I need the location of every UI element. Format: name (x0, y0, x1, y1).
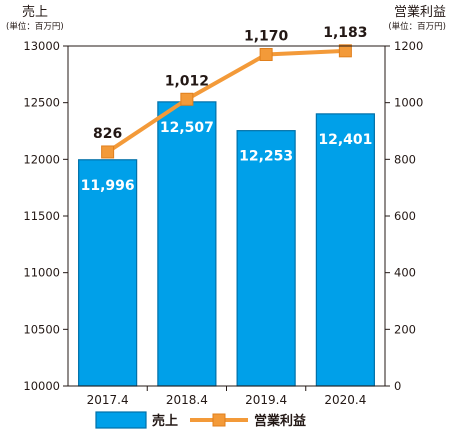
left-tick-label: 11000 (23, 266, 60, 280)
operating-income-point (101, 145, 115, 159)
left-axis-unit: (単位：百万円) (6, 21, 64, 32)
legend-income-marker (212, 413, 226, 427)
operating-income-value-label: 1,170 (244, 29, 289, 45)
legend: 売上 営業利益 (95, 411, 306, 429)
left-tick-label: 12000 (23, 152, 60, 166)
sales-bar (78, 159, 138, 387)
x-tick-label: 2019.4 (245, 393, 287, 407)
sales-bar-value-label: 11,996 (81, 178, 135, 194)
legend-income-label: 営業利益 (254, 413, 306, 429)
x-tick-label: 2018.4 (166, 393, 208, 407)
x-tick-label: 2020.4 (324, 393, 366, 407)
sales-bar (157, 101, 217, 387)
sales-bars: 11,996 12,507 12,253 12,401 (78, 101, 375, 387)
left-tick-label: 10000 (23, 379, 60, 393)
legend-sales-swatch (95, 411, 147, 429)
operating-income-value-label: 826 (93, 126, 122, 142)
right-tick-label: 0 (394, 379, 401, 393)
sales-bar (315, 113, 375, 387)
left-axis-title: 売上 (22, 4, 48, 20)
x-axis-ticks: 2017.4 2018.4 2019.4 2020.4 (87, 386, 366, 407)
operating-income-value-label: 1,183 (323, 25, 367, 41)
right-axis-ticks: 0 200 400 600 800 1000 1200 (385, 39, 423, 393)
operating-income-line-path (106, 48, 346, 154)
right-tick-label: 600 (394, 209, 416, 223)
left-tick-label: 12500 (23, 96, 60, 110)
operating-income-line: 826 1,012 1,170 1,183 (93, 25, 368, 159)
operating-income-point (259, 48, 273, 61)
right-tick-label: 200 (394, 322, 416, 336)
right-tick-label: 1200 (394, 39, 423, 53)
sales-bar (236, 130, 296, 387)
left-tick-label: 11500 (23, 209, 60, 223)
operating-income-value-label: 1,012 (165, 73, 209, 89)
operating-income-point (338, 44, 352, 58)
left-axis-ticks: 10000 10500 11000 11500 12000 12500 13000 (23, 39, 68, 393)
right-tick-label: 800 (394, 152, 416, 166)
x-tick-label: 2017.4 (87, 393, 129, 407)
right-axis-title: 営業利益 (394, 4, 446, 20)
sales-bar-value-label: 12,401 (318, 132, 372, 148)
left-tick-label: 13000 (23, 39, 60, 53)
left-tick-label: 10500 (23, 322, 60, 336)
right-axis-unit: (単位：百万円) (388, 21, 446, 32)
operating-income-point (180, 92, 194, 106)
sales-bar-value-label: 12,507 (160, 120, 214, 136)
axes (67, 45, 386, 387)
right-tick-label: 1000 (394, 96, 423, 110)
legend-sales-label: 売上 (152, 413, 178, 429)
right-tick-label: 400 (394, 266, 416, 280)
sales-bar-value-label: 12,253 (239, 149, 293, 165)
